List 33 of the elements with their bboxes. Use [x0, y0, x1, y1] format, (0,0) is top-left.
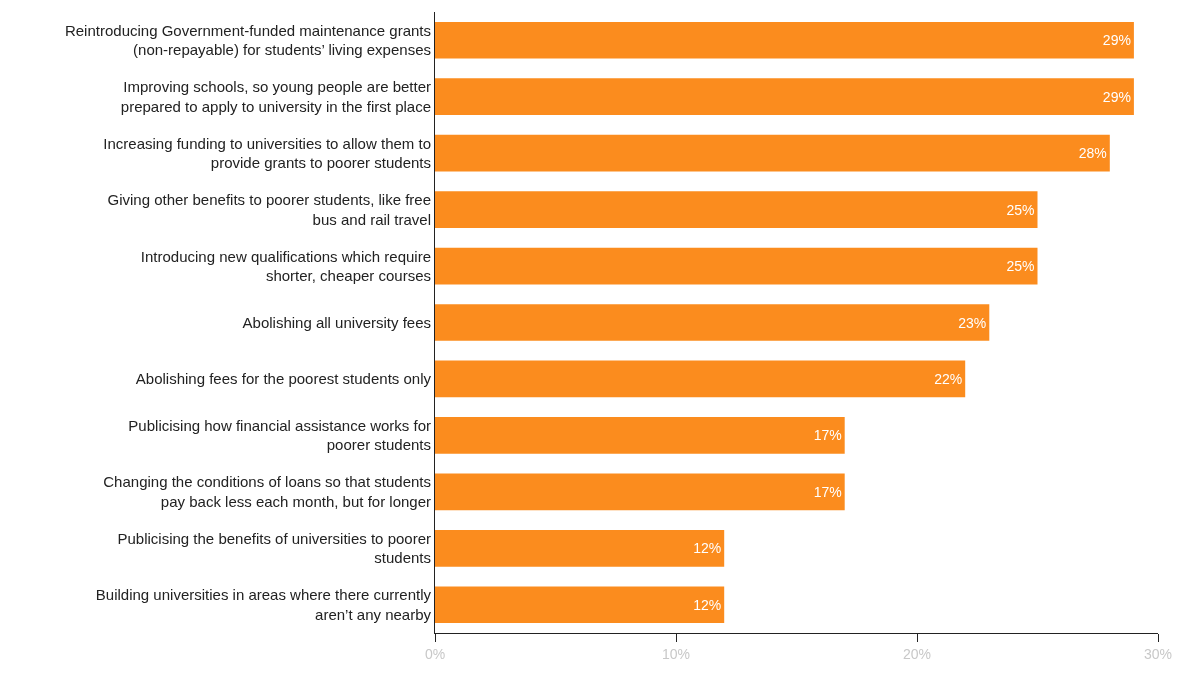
- bar: [435, 247, 1038, 285]
- bar: [435, 21, 1134, 59]
- y-tick-label: Introducing new qualifications which require shorter, cheaper courses: [140, 247, 431, 285]
- y-tick-label: Publicising the benefits of universities to poorer students: [117, 529, 431, 567]
- data-label: 29%: [1102, 88, 1131, 105]
- data-label: 25%: [1006, 258, 1035, 275]
- data-label: 28%: [1078, 145, 1107, 162]
- bar: [435, 473, 845, 511]
- y-tick-label: Improving schools, so young people are better prepared to apply to university in the first place: [120, 78, 431, 115]
- data-label: 12%: [693, 540, 722, 557]
- data-label: 29%: [1102, 32, 1131, 49]
- data-label: 17%: [813, 483, 842, 500]
- bar: [435, 586, 725, 624]
- y-tick-label: Giving other benefits to poorer students, like free bus and rail travel: [107, 191, 431, 228]
- data-label: 25%: [1006, 201, 1035, 218]
- bar: [435, 191, 1038, 228]
- y-tick-label: Building universities in areas where there currently aren’t any nearby: [95, 586, 432, 623]
- bar: [435, 417, 845, 454]
- data-label: 12%: [693, 596, 722, 613]
- data-label: 22%: [934, 370, 963, 387]
- bar: [435, 360, 966, 398]
- bar: [435, 304, 990, 341]
- bar: [435, 134, 1110, 172]
- data-label: 17%: [813, 427, 842, 444]
- data-label: 23%: [958, 314, 987, 331]
- y-tick-label: Increasing funding to universities to allow them to provide grants to poorer students: [103, 134, 431, 172]
- y-tick-label: Changing the conditions of loans so that students pay back less each month, but for longer: [103, 473, 431, 510]
- y-tick-label: Reintroducing Government-funded maintenance grants (non-repayable) for students’ living expenses: [64, 21, 431, 59]
- bar: [435, 78, 1134, 116]
- y-tick-label: Abolishing all university fees: [242, 313, 431, 331]
- y-tick-label: Abolishing fees for the poorest students only: [135, 370, 432, 388]
- bar: [435, 529, 725, 567]
- y-tick-label: Publicising how financial assistance works for poorer students: [128, 416, 431, 454]
